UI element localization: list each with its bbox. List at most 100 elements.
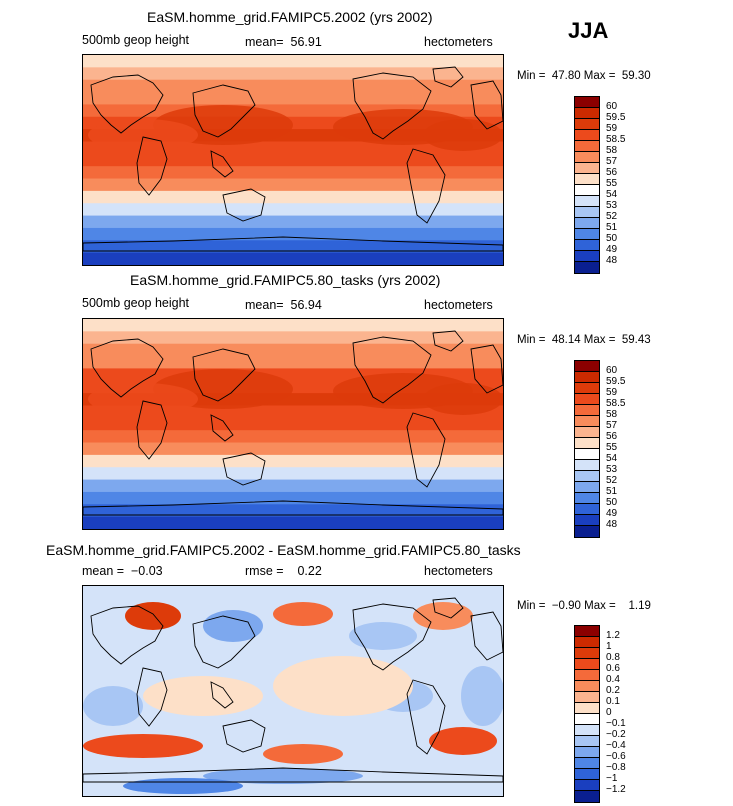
panel2-map-field: [83, 319, 503, 529]
colorbar-tick-label: −1.2: [606, 784, 626, 795]
colorbar-tick-label: −0.2: [606, 729, 626, 740]
colorbar-swatch: [575, 207, 599, 218]
coastline: [406, 148, 446, 224]
panel3-colorbar: [574, 625, 600, 803]
colorbar-tick-label: −0.8: [606, 762, 626, 773]
colorbar-tick-label: 59: [606, 123, 618, 134]
field-band: [83, 240, 503, 254]
colorbar-swatch: [575, 449, 599, 460]
coastline: [136, 400, 168, 460]
colorbar-tick-label: 52: [606, 475, 618, 486]
coastline: [136, 667, 168, 727]
colorbar-tick-label: 56: [606, 431, 618, 442]
colorbar-swatch: [575, 736, 599, 747]
field-anomaly: [273, 656, 413, 716]
colorbar-swatch: [575, 108, 599, 119]
panel2-minmax: Min = 48.14 Max = 59.43: [517, 334, 651, 346]
colorbar-swatch: [575, 383, 599, 394]
panel1-minmax: Min = 47.80 Max = 59.30: [517, 70, 651, 82]
coastline: [83, 500, 503, 516]
panel2-title: EaSM.homme_grid.FAMIPC5.80_tasks (yrs 20…: [130, 272, 441, 288]
field-band: [83, 516, 503, 529]
coastline: [192, 348, 256, 402]
colorbar-swatch: [575, 394, 599, 405]
colorbar-tick-label: 59: [606, 387, 618, 398]
colorbar-tick-label: 57: [606, 420, 618, 431]
coastline: [470, 80, 503, 130]
panel1-variable-label: 500mb geop height: [82, 33, 190, 47]
panel1-map-field: [83, 55, 503, 265]
field-anomaly: [423, 383, 503, 415]
colorbar-tick-label: 51: [606, 222, 618, 233]
colorbar-swatch: [575, 174, 599, 185]
colorbar-tick-label: −1: [606, 773, 618, 784]
colorbar-tick-label: 60: [606, 101, 618, 112]
colorbar-tick-label: −0.4: [606, 740, 626, 751]
field-band: [83, 417, 503, 431]
coastline: [90, 74, 164, 134]
coastline: [210, 150, 234, 178]
field-band: [83, 430, 503, 444]
colorbar-tick-label: 0.2: [606, 685, 620, 696]
field-anomaly: [461, 666, 503, 726]
colorbar-tick-label: 59.5: [606, 112, 626, 123]
colorbar-swatch: [575, 780, 599, 791]
coastline: [352, 336, 432, 404]
field-anomaly: [83, 734, 203, 758]
colorbar-swatch: [575, 504, 599, 515]
colorbar-swatch: [575, 185, 599, 196]
coastline: [222, 452, 266, 486]
panel2-colorbar: [574, 360, 600, 538]
colorbar-swatch: [575, 758, 599, 769]
colorbar-swatch: [575, 218, 599, 229]
panel1-title: EaSM.homme_grid.FAMIPC5.2002 (yrs 2002): [147, 9, 433, 25]
colorbar-swatch: [575, 119, 599, 130]
field-band: [83, 491, 503, 505]
colorbar-tick-label: −0.6: [606, 751, 626, 762]
colorbar-tick-label: 0: [606, 707, 612, 718]
panel1-units-label: hectometers: [424, 35, 493, 49]
panel2-mean-label: mean= 56.94: [245, 298, 322, 312]
colorbar-tick-label: 59.5: [606, 376, 626, 387]
field-band: [83, 467, 503, 481]
colorbar-swatch: [575, 747, 599, 758]
colorbar-swatch: [575, 648, 599, 659]
colorbar-swatch: [575, 670, 599, 681]
colorbar-tick-label: 53: [606, 200, 618, 211]
coastline: [90, 605, 164, 665]
colorbar-tick-label: 48: [606, 255, 618, 266]
field-band: [83, 331, 503, 345]
colorbar-swatch: [575, 482, 599, 493]
panel3-map-field: [83, 586, 503, 796]
season-label: JJA: [568, 18, 609, 43]
coastline: [406, 679, 446, 755]
coastline: [192, 615, 256, 669]
field-band: [83, 153, 503, 167]
colorbar-swatch: [575, 681, 599, 692]
colorbar-swatch: [575, 405, 599, 416]
field-band: [83, 190, 503, 204]
coastline: [222, 719, 266, 753]
field-anomaly: [143, 676, 263, 716]
field-band: [83, 203, 503, 217]
field-anomaly: [349, 622, 417, 650]
field-anomaly: [88, 383, 198, 415]
colorbar-swatch: [575, 152, 599, 163]
field-anomaly: [273, 602, 333, 626]
coastline: [352, 603, 432, 671]
colorbar-swatch: [575, 196, 599, 207]
coastline: [83, 236, 503, 252]
field-anomaly: [125, 602, 181, 630]
colorbar-swatch: [575, 471, 599, 482]
colorbar-swatch: [575, 692, 599, 703]
colorbar-swatch: [575, 229, 599, 240]
panel3-title: EaSM.homme_grid.FAMIPC5.2002 - EaSM.homm…: [46, 542, 521, 558]
field-band: [83, 442, 503, 456]
colorbar-swatch: [575, 626, 599, 637]
panel3-units-label: hectometers: [424, 564, 493, 578]
field-band: [83, 479, 503, 493]
colorbar-tick-label: 54: [606, 453, 618, 464]
panel2-variable-label: 500mb geop height: [82, 296, 190, 310]
field-band: [83, 178, 503, 192]
coastline: [210, 681, 234, 709]
